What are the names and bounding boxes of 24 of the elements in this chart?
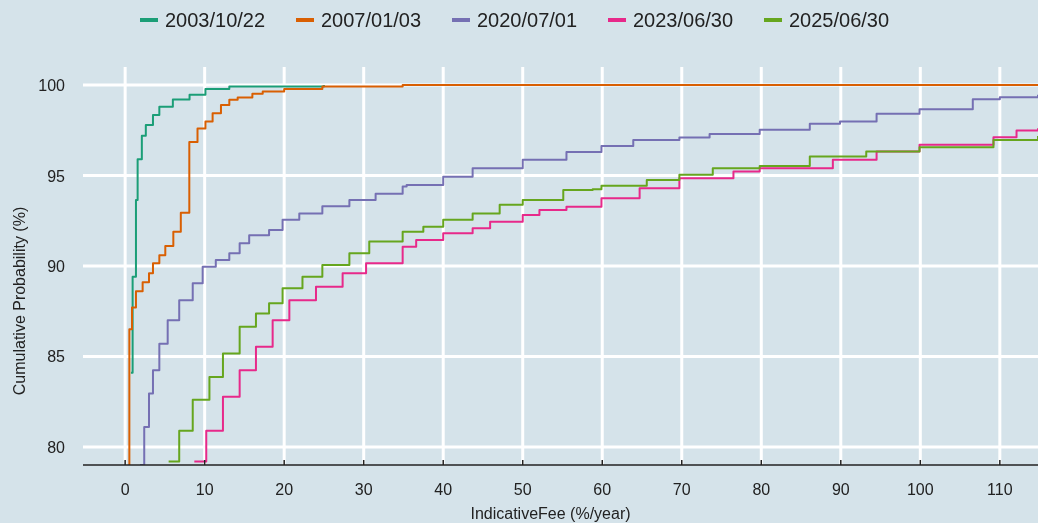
x-tick-label: 60: [593, 481, 612, 498]
y-tick-label: 90: [47, 258, 66, 275]
legend-label: 2007/01/03: [321, 9, 422, 31]
y-tick-label: 100: [38, 77, 66, 95]
x-tick-label: 40: [434, 481, 453, 498]
x-tick-label: 100: [906, 481, 934, 498]
x-tick-label: 70: [672, 481, 691, 498]
legend-label: 2003/10/22: [165, 9, 266, 31]
legend-label: 2025/06/30: [789, 9, 890, 31]
x-axis-title: IndicativeFee (%/year): [470, 505, 631, 522]
y-tick-label: 80: [47, 438, 66, 456]
x-tick-label: 30: [354, 481, 373, 498]
legend-label: 2023/06/30: [633, 9, 734, 31]
y-axis-title: Cumulative Probability (%): [11, 206, 28, 396]
x-tick-label: 20: [275, 481, 294, 498]
x-tick-label: 110: [987, 481, 1013, 498]
x-tick-label: 50: [513, 481, 532, 498]
x-tick-label: 80: [752, 481, 771, 498]
y-tick-label: 85: [47, 348, 66, 366]
x-tick-label: 0: [120, 481, 130, 498]
x-tick-label: 10: [195, 481, 214, 498]
legend-label: 2020/07/01: [477, 9, 578, 31]
y-tick-label: 95: [47, 167, 66, 185]
x-tick-label: 90: [831, 481, 850, 498]
